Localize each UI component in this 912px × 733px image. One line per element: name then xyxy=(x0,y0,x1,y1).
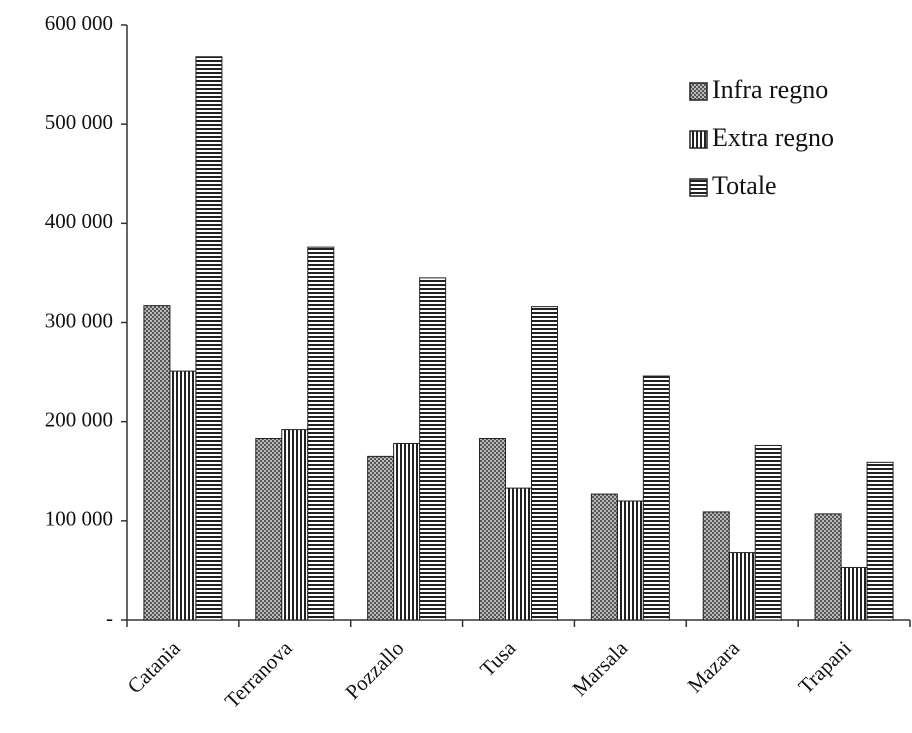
y-tick-label: 100 000 xyxy=(45,507,113,531)
bar xyxy=(590,493,618,621)
legend-label: Infra regno xyxy=(712,75,828,104)
y-tick-label: 600 000 xyxy=(45,11,113,35)
legend-swatch xyxy=(689,178,708,197)
bar xyxy=(728,552,756,621)
bar xyxy=(255,438,283,621)
y-tick-label: - xyxy=(106,606,113,630)
bar xyxy=(169,370,197,621)
bar xyxy=(642,375,670,621)
x-tick-label: Trapani xyxy=(793,636,856,699)
bar xyxy=(702,511,730,621)
x-tick-label: Pozzallo xyxy=(340,636,408,704)
y-tick-label: 400 000 xyxy=(45,209,113,233)
legend-label: Extra regno xyxy=(712,123,834,152)
bar xyxy=(419,277,447,621)
y-tick-label: 300 000 xyxy=(45,308,113,332)
bar xyxy=(195,56,223,621)
bar xyxy=(479,438,506,621)
y-tick-label: 200 000 xyxy=(45,407,113,431)
bar xyxy=(866,461,894,621)
legend-swatch xyxy=(689,82,708,101)
bar xyxy=(754,444,782,621)
bar xyxy=(143,305,171,621)
bar xyxy=(531,306,558,621)
x-tick-label: Tusa xyxy=(475,635,521,681)
bar xyxy=(307,246,335,621)
bar xyxy=(281,429,309,621)
x-tick-label: Terranova xyxy=(220,635,297,712)
x-tick-label: Marsala xyxy=(567,635,632,700)
x-tick-label: Mazara xyxy=(683,635,745,697)
bar xyxy=(616,500,644,621)
legend-label: Totale xyxy=(712,171,777,200)
y-tick-label: 500 000 xyxy=(45,110,113,134)
bar xyxy=(393,442,421,621)
bar xyxy=(505,487,532,621)
bar xyxy=(814,513,842,621)
x-tick-label: Catania xyxy=(123,635,186,698)
legend-swatch xyxy=(689,130,708,149)
bar xyxy=(367,455,395,621)
bar xyxy=(840,566,868,621)
